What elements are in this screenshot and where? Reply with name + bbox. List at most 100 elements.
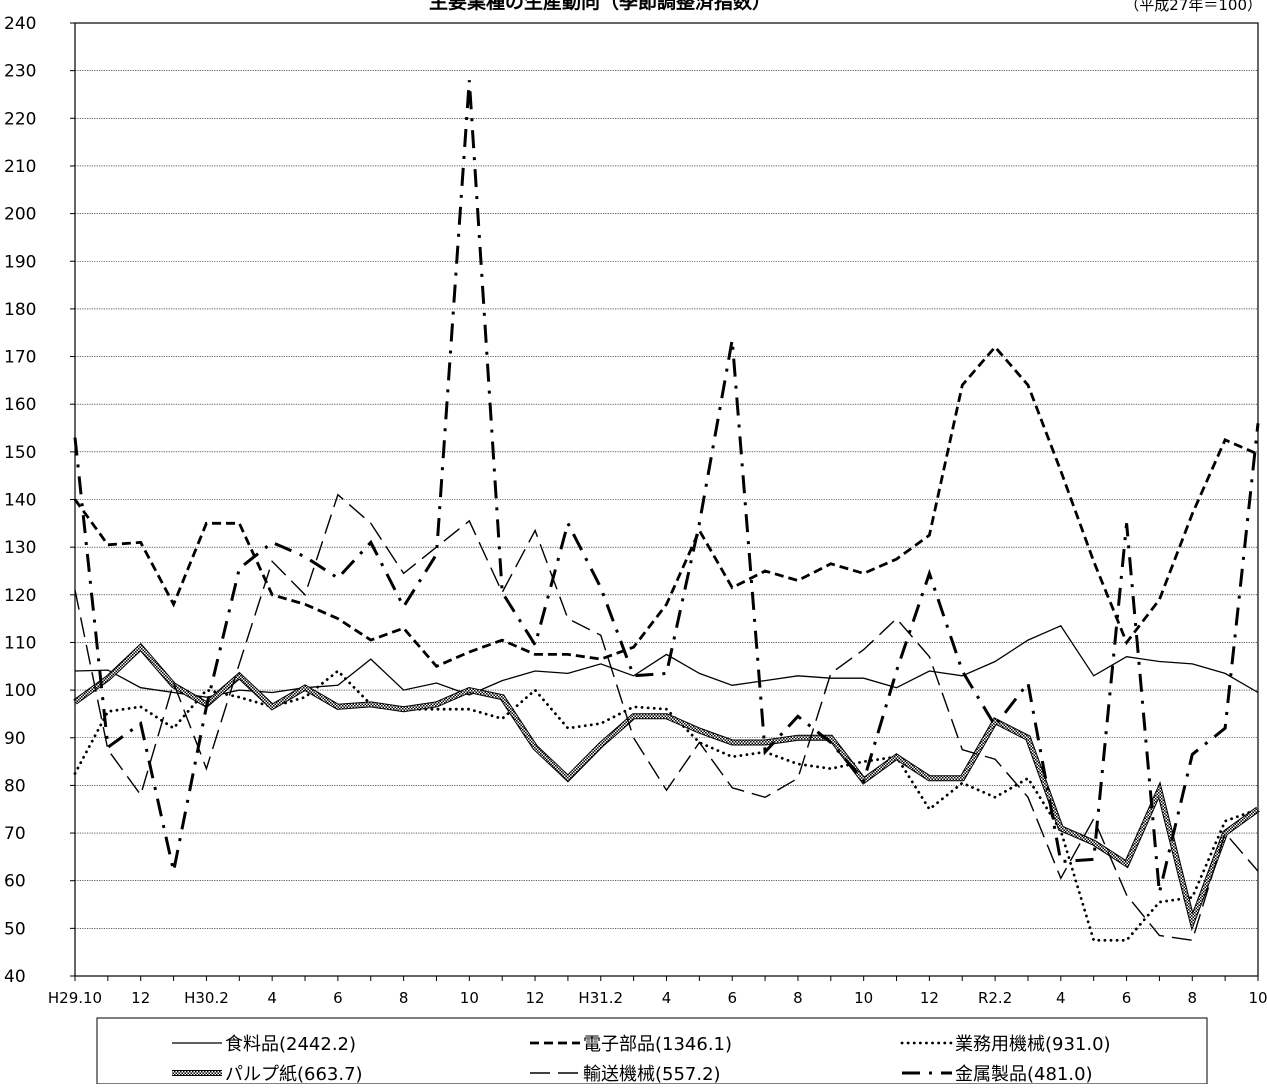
- data-point: [1092, 841, 1095, 844]
- data-point: [501, 679, 504, 682]
- data-point: [1125, 655, 1128, 658]
- data-point: [1224, 672, 1227, 675]
- data-point: [731, 586, 734, 589]
- x-tick-label: H29.10: [48, 989, 102, 1007]
- data-point: [796, 736, 799, 739]
- data-point: [698, 529, 701, 532]
- data-point: [829, 736, 832, 739]
- data-point: [172, 691, 175, 694]
- data-point: [139, 541, 142, 544]
- x-tick-label: 10: [854, 989, 873, 1007]
- y-tick-label: 190: [4, 252, 36, 272]
- data-point: [369, 541, 372, 544]
- y-tick-label: 140: [4, 491, 36, 511]
- data-point: [1191, 753, 1194, 756]
- data-point: [665, 715, 668, 718]
- data-point: [106, 677, 109, 680]
- data-point: [961, 748, 964, 751]
- data-point: [599, 634, 602, 637]
- data-point: [501, 696, 504, 699]
- data-point: [599, 586, 602, 589]
- data-point: [402, 708, 405, 711]
- data-point: [205, 689, 208, 692]
- data-point: [435, 703, 438, 706]
- data-point: [1026, 384, 1029, 387]
- data-point: [238, 689, 241, 692]
- data-point: [665, 708, 668, 711]
- data-point: [1092, 858, 1095, 861]
- data-point: [665, 672, 668, 675]
- y-tick-label: 220: [4, 109, 36, 129]
- data-point: [665, 789, 668, 792]
- series-lines: [73, 79, 1260, 942]
- data-point: [994, 720, 997, 723]
- y-axis-ticks: 40 50 60 70 80 90 100 110 120 130 140 150 160 170 180 1…: [4, 14, 75, 987]
- data-point: [271, 560, 274, 563]
- data-point: [764, 741, 767, 744]
- y-tick-label: 120: [4, 586, 36, 606]
- data-point: [304, 686, 307, 689]
- legend-label: 輸送機械(557.2): [583, 1064, 721, 1084]
- y-tick-label: 60: [4, 872, 26, 892]
- data-point: [632, 674, 635, 677]
- data-point: [862, 760, 865, 763]
- data-point: [764, 679, 767, 682]
- x-tick-label: 6: [333, 989, 343, 1007]
- data-point: [172, 870, 175, 873]
- data-point: [1158, 901, 1161, 904]
- data-point: [1191, 939, 1194, 942]
- data-point: [862, 572, 865, 575]
- data-point: [468, 79, 471, 82]
- x-tick-label: 8: [1188, 989, 1198, 1007]
- data-point: [336, 705, 339, 708]
- data-point: [238, 696, 241, 699]
- gridlines: [75, 70, 1258, 929]
- data-point: [1158, 891, 1161, 894]
- data-point: [304, 603, 307, 606]
- data-point: [139, 793, 142, 796]
- data-point: [1059, 877, 1062, 880]
- data-point: [796, 762, 799, 765]
- data-point: [139, 686, 142, 689]
- data-point: [994, 758, 997, 761]
- data-point: [336, 670, 339, 673]
- data-point: [106, 710, 109, 713]
- data-point: [1191, 512, 1194, 515]
- x-tick-label: R2.2: [978, 989, 1012, 1007]
- x-tick-label: 12: [131, 989, 150, 1007]
- data-point: [599, 658, 602, 661]
- data-point: [1158, 660, 1161, 663]
- data-point: [566, 653, 569, 656]
- data-point: [796, 674, 799, 677]
- y-tick-label: 210: [4, 157, 36, 177]
- y-tick-label: 240: [4, 14, 36, 34]
- data-point: [369, 639, 372, 642]
- legend-label: 電子部品(1346.1): [583, 1034, 732, 1055]
- x-tick-label: 8: [793, 989, 803, 1007]
- data-point: [994, 346, 997, 349]
- x-tick-label: 4: [1056, 989, 1066, 1007]
- data-point: [994, 660, 997, 663]
- data-point: [106, 669, 109, 672]
- series-line: [74, 493, 1259, 942]
- data-point: [731, 684, 734, 687]
- data-point: [928, 777, 931, 780]
- x-axis-ticks: H29.10 12 H30.2 4 6 8 10 12 H31.2 4 6 8 10 12 R2.2 4 6 8 1…: [48, 976, 1267, 1007]
- data-point: [534, 529, 537, 532]
- data-point: [139, 705, 142, 708]
- plot-area-border: [74, 22, 1259, 977]
- data-point: [271, 541, 274, 544]
- y-tick-label: 80: [4, 776, 26, 796]
- data-point: [1059, 860, 1062, 863]
- data-point: [665, 653, 668, 656]
- data-point: [1092, 817, 1095, 820]
- x-tick-label: 12: [920, 989, 939, 1007]
- data-point: [1026, 639, 1029, 642]
- data-point: [599, 662, 602, 665]
- data-point: [336, 684, 339, 687]
- data-point: [435, 665, 438, 668]
- data-point: [238, 522, 241, 525]
- data-point: [764, 751, 767, 754]
